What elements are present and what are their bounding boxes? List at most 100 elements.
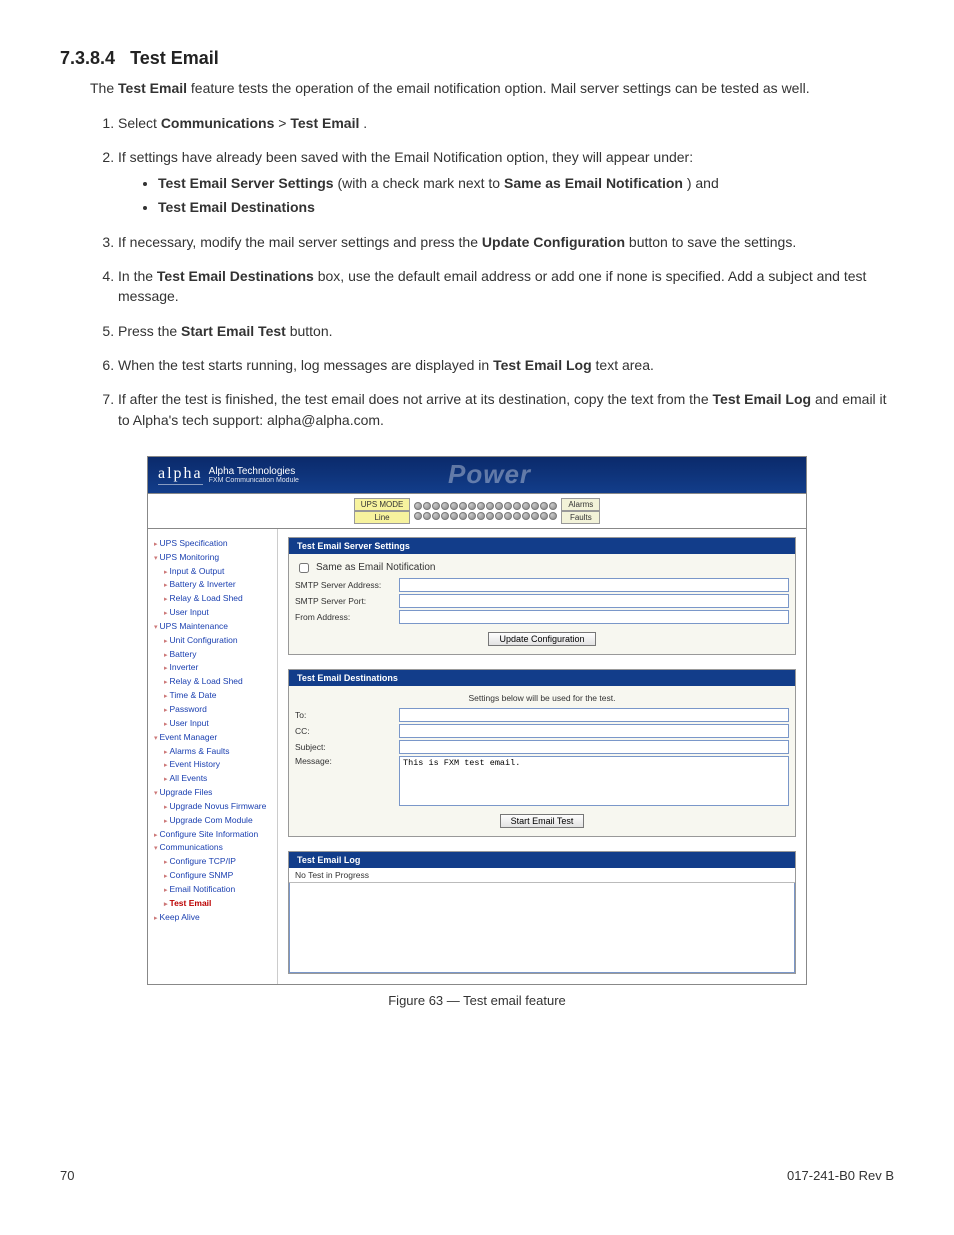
status-led — [486, 512, 494, 520]
sidebar-item[interactable]: Upgrade Com Module — [154, 814, 273, 828]
status-led — [441, 502, 449, 510]
sidebar-item[interactable]: UPS Maintenance — [154, 620, 273, 634]
sidebar-item[interactable]: UPS Monitoring — [154, 551, 273, 565]
sidebar-item[interactable]: Unit Configuration — [154, 634, 273, 648]
sidebar-item[interactable]: Configure TCP/IP — [154, 855, 273, 869]
same-as-email-label: Same as Email Notification — [316, 562, 436, 573]
figure-63: alpha Alpha Technologies FXM Communicati… — [60, 456, 894, 1008]
sidebar-item[interactable]: Alarms & Faults — [154, 745, 273, 759]
sidebar-item[interactable]: User Input — [154, 606, 273, 620]
status-led — [468, 512, 476, 520]
status-led — [486, 502, 494, 510]
status-led — [459, 502, 467, 510]
sidebar-item[interactable]: Keep Alive — [154, 911, 273, 925]
log-status-text: No Test in Progress — [289, 868, 795, 883]
step-2: If settings have already been saved with… — [118, 147, 894, 218]
sidebar-item[interactable]: Configure Site Information — [154, 828, 273, 842]
status-led — [450, 512, 458, 520]
status-led — [504, 512, 512, 520]
status-led — [531, 512, 539, 520]
sidebar-item[interactable]: Relay & Load Shed — [154, 592, 273, 606]
from-address-input[interactable] — [399, 610, 789, 624]
step-1: Select Communications > Test Email . — [118, 113, 894, 133]
same-as-email-checkbox[interactable] — [299, 563, 309, 573]
step-4: In the Test Email Destinations box, use … — [118, 266, 894, 307]
status-led — [414, 512, 422, 520]
sidebar-item[interactable]: Upgrade Files — [154, 786, 273, 800]
alarms-label: Alarms — [561, 498, 600, 511]
page-number: 70 — [60, 1168, 74, 1183]
sidebar-item[interactable]: Event Manager — [154, 731, 273, 745]
section-heading: 7.3.8.4 Test Email — [60, 48, 894, 69]
status-led — [432, 502, 440, 510]
page-footer: 70 017-241-B0 Rev B — [60, 1168, 894, 1183]
panel-destinations-title: Test Email Destinations — [289, 670, 795, 686]
step-6: When the test starts running, log messag… — [118, 355, 894, 375]
sidebar-item[interactable]: Battery — [154, 648, 273, 662]
start-email-test-button[interactable]: Start Email Test — [500, 814, 585, 828]
status-led — [477, 502, 485, 510]
status-led — [468, 502, 476, 510]
sidebar-item[interactable]: Battery & Inverter — [154, 578, 273, 592]
to-input[interactable] — [399, 708, 789, 722]
steps-list: Select Communications > Test Email . If … — [90, 113, 894, 430]
status-led — [477, 512, 485, 520]
log-textarea[interactable] — [289, 883, 795, 973]
sidebar-item[interactable]: Event History — [154, 758, 273, 772]
sidebar-item[interactable]: Relay & Load Shed — [154, 675, 273, 689]
section-number: 7.3.8.4 — [60, 48, 115, 68]
subject-input[interactable] — [399, 740, 789, 754]
smtp-port-input[interactable] — [399, 594, 789, 608]
ups-mode-value: Line — [354, 511, 411, 524]
sidebar-item[interactable]: User Input — [154, 717, 273, 731]
smtp-address-input[interactable] — [399, 578, 789, 592]
status-led — [504, 502, 512, 510]
status-led — [495, 512, 503, 520]
subject-label: Subject: — [295, 742, 395, 752]
status-led — [450, 502, 458, 510]
sidebar-item[interactable]: Test Email — [154, 897, 273, 911]
to-label: To: — [295, 710, 395, 720]
status-led — [513, 502, 521, 510]
sidebar-item[interactable]: Inverter — [154, 661, 273, 675]
smtp-address-label: SMTP Server Address: — [295, 580, 395, 590]
sidebar-item[interactable]: Upgrade Novus Firmware — [154, 800, 273, 814]
sidebar-item[interactable]: All Events — [154, 772, 273, 786]
section-title-text: Test Email — [130, 48, 219, 68]
sidebar-item[interactable]: Time & Date — [154, 689, 273, 703]
step-3: If necessary, modify the mail server set… — [118, 232, 894, 252]
update-configuration-button[interactable]: Update Configuration — [488, 632, 595, 646]
ups-mode-label: UPS MODE — [354, 498, 411, 511]
cc-label: CC: — [295, 726, 395, 736]
nav-sidebar: UPS SpecificationUPS MonitoringInput & O… — [148, 529, 278, 984]
app-header: alpha Alpha Technologies FXM Communicati… — [148, 457, 806, 493]
status-led — [540, 512, 548, 520]
panel-email-log-title: Test Email Log — [289, 852, 795, 868]
message-textarea[interactable] — [399, 756, 789, 806]
sidebar-item[interactable]: Password — [154, 703, 273, 717]
status-led — [531, 502, 539, 510]
app-window: alpha Alpha Technologies FXM Communicati… — [147, 456, 807, 985]
fault-leds — [414, 512, 557, 520]
power-watermark: Power — [448, 459, 531, 490]
alarm-leds — [414, 502, 557, 510]
cc-input[interactable] — [399, 724, 789, 738]
sidebar-item[interactable]: UPS Specification — [154, 537, 273, 551]
sidebar-item[interactable]: Configure SNMP — [154, 869, 273, 883]
sidebar-item[interactable]: Email Notification — [154, 883, 273, 897]
status-led — [540, 502, 548, 510]
panel-server-settings-title: Test Email Server Settings — [289, 538, 795, 554]
status-led — [432, 512, 440, 520]
sidebar-item[interactable]: Input & Output — [154, 565, 273, 579]
from-address-label: From Address: — [295, 612, 395, 622]
status-led — [522, 502, 530, 510]
faults-label: Faults — [561, 511, 600, 524]
figure-caption: Figure 63 — Test email feature — [60, 993, 894, 1008]
brand-module: FXM Communication Module — [209, 477, 299, 484]
status-bar: UPS MODE Line Alarms Faults — [148, 493, 806, 529]
status-led — [513, 512, 521, 520]
status-led — [441, 512, 449, 520]
intro-paragraph: The Test Email feature tests the operati… — [90, 79, 894, 99]
step-5: Press the Start Email Test button. — [118, 321, 894, 341]
sidebar-item[interactable]: Communications — [154, 841, 273, 855]
